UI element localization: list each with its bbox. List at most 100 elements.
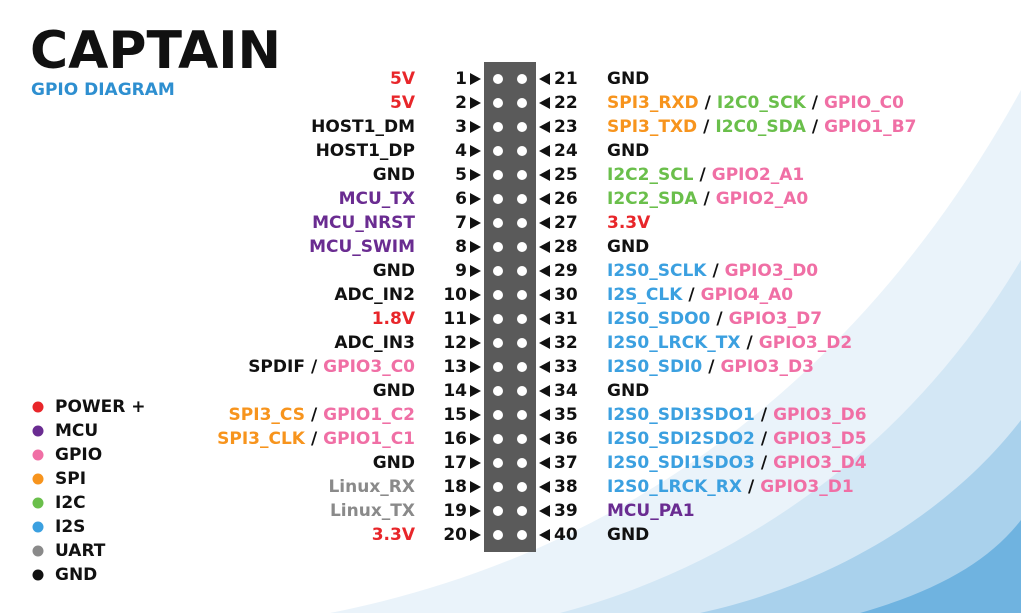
pin-number: 29 [554,261,578,281]
pin-number: 17 [443,453,467,473]
separator: / [716,309,723,329]
pin-number: 40 [554,525,578,545]
separator: / [708,357,715,377]
pin-function: I2C2_SDA [607,189,698,209]
pin-dot [493,314,503,324]
legend-dot [32,473,44,485]
pin-function: GPIO1_B7 [824,117,916,137]
pin-number: 36 [554,429,578,449]
pin-function: HOST1_DM [311,117,415,137]
separator: / [311,405,318,425]
pin-label: I2S0_LRCK_RX / GPIO3_D1 [607,477,854,497]
pin-dot [493,242,503,252]
pin-label: HOST1_DM [311,117,415,137]
pin-number: 33 [554,357,578,377]
pin-function: I2S0_SDI1SDO3 [607,453,755,473]
pin-label: 5V [390,93,416,113]
pin-function: GND [607,525,649,545]
pin-label: I2S0_SDO0/ GPIO3_D7 [607,309,822,329]
pin-label: I2S_CLK / GPIO4_A0 [607,285,793,305]
pin-function: GPIO4_A0 [701,285,794,305]
pin-dot [493,410,503,420]
pin-number: 7 [455,213,467,233]
arrow [470,169,481,181]
separator: / [712,261,719,281]
legend-dot [32,401,44,413]
pin-label: GND [607,237,649,257]
pin-dot [517,218,527,228]
pin-dot [517,362,527,372]
separator: / [747,333,754,353]
pin-label: I2S0_SCLK / GPIO3_D0 [607,261,818,281]
pin-function: GPIO3_D7 [729,309,822,329]
pin-function: GPIO3_C0 [323,357,415,377]
pin-function: GPIO3_D4 [773,453,867,473]
pin-number: 27 [554,213,578,233]
pin-function: I2C2_SCL [607,165,694,185]
legend-label: I2S [55,517,85,537]
pin-dot [493,386,503,396]
pin-function: GPIO3_D3 [720,357,813,377]
pin-dot [517,290,527,300]
arrow [470,289,481,301]
separator: / [311,429,318,449]
pin-label: MCU_SWIM [309,237,415,257]
legend-label: I2C [55,493,86,513]
separator: / [700,165,707,185]
pin-function: ADC_IN3 [334,333,415,353]
pin-dot [517,410,527,420]
pin-dot [493,74,503,84]
pin-dot [517,386,527,396]
pin-label: MCU_PA1 [607,501,695,521]
arrow [539,337,550,349]
pin-function: I2S_CLK [607,285,683,305]
pin-function: HOST1_DP [316,141,415,161]
pin-function: GND [373,453,415,473]
pin-number: 22 [554,93,578,113]
arrow [539,385,550,397]
pin-label: GND [607,141,649,161]
arrow [539,505,550,517]
pin-dot [493,506,503,516]
arrow [539,481,550,493]
pin-label: 3.3V [372,525,416,545]
legend-label: GND [55,565,97,585]
pin-label: 3.3V [607,213,651,233]
pin-function: GPIO3_D1 [760,477,853,497]
legend-dot [32,569,44,581]
pin-dot [493,146,503,156]
pin-function: I2S0_SDI3SDO1 [607,405,755,425]
arrow [470,529,481,541]
pin-label: SPI3_CS / GPIO1_C2 [229,405,415,425]
pin-function: GND [373,261,415,281]
pin-number: 38 [554,477,578,497]
pin-function: MCU_NRST [312,213,415,233]
background-waves [330,90,1021,613]
separator: / [703,189,710,209]
pin-number: 6 [455,189,467,209]
separator: / [761,429,768,449]
legend-label: GPIO [55,445,102,465]
pin-function: I2S0_SDI0 [607,357,702,377]
pin-label: GND [607,381,649,401]
arrow [470,121,481,133]
pin-number: 12 [443,333,467,353]
pin-number: 9 [455,261,467,281]
pin-dot [493,482,503,492]
header-block [484,62,536,552]
pin-number: 35 [554,405,578,425]
pin-function: I2S0_LRCK_RX [607,477,742,497]
pin-label: Linux_TX [330,501,415,521]
pin-function: SPI3_CLK [217,429,306,449]
pin-dot [517,482,527,492]
pin-label: I2C2_SDA / GPIO2_A0 [607,189,808,209]
arrow [539,265,550,277]
pin-number: 3 [455,117,467,137]
separator: / [311,357,318,377]
pin-number: 26 [554,189,578,209]
pin-function: SPI3_RXD [607,93,699,113]
separator: / [812,117,819,137]
pin-function: 3.3V [607,213,651,233]
pin-function: MCU_TX [339,189,415,209]
